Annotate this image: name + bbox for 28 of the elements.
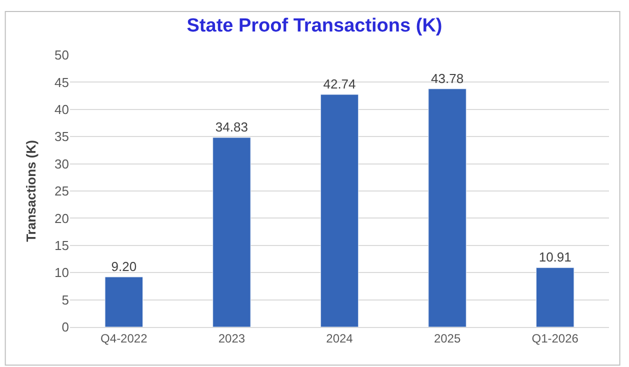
data-label: 9.20 — [111, 258, 137, 274]
y-tick-label: 35 — [54, 129, 69, 144]
y-axis-title: Transactions (K) — [23, 140, 38, 242]
y-tick-label: 15 — [54, 238, 69, 253]
data-label: 42.74 — [323, 76, 356, 92]
bar — [320, 94, 359, 327]
chart-title: State Proof Transactions (K) — [186, 16, 442, 37]
y-tick-label: 50 — [54, 48, 69, 63]
bar — [212, 137, 251, 327]
x-tick-label: Q4-2022 — [100, 331, 148, 346]
y-tick-label: 30 — [54, 156, 69, 172]
bar — [428, 88, 466, 327]
data-label: 43.78 — [431, 70, 464, 86]
y-tick-label: 10 — [54, 265, 69, 280]
x-tick-label: 2024 — [326, 331, 354, 346]
y-tick-label: 5 — [62, 292, 69, 308]
y-tick-label: 40 — [54, 102, 69, 117]
data-label: 34.83 — [215, 120, 248, 135]
y-tick-label: 45 — [54, 74, 69, 90]
data-label: 10.91 — [538, 250, 572, 265]
y-tick-label: 25 — [54, 184, 69, 199]
y-tick-label: 20 — [54, 210, 69, 226]
bar — [104, 276, 144, 327]
x-tick-label: 2025 — [434, 331, 461, 346]
bar — [536, 267, 574, 327]
x-tick-label: Q1-2026 — [532, 331, 579, 346]
y-tick-label: 0 — [62, 320, 69, 335]
x-tick-label: 2023 — [218, 331, 246, 346]
